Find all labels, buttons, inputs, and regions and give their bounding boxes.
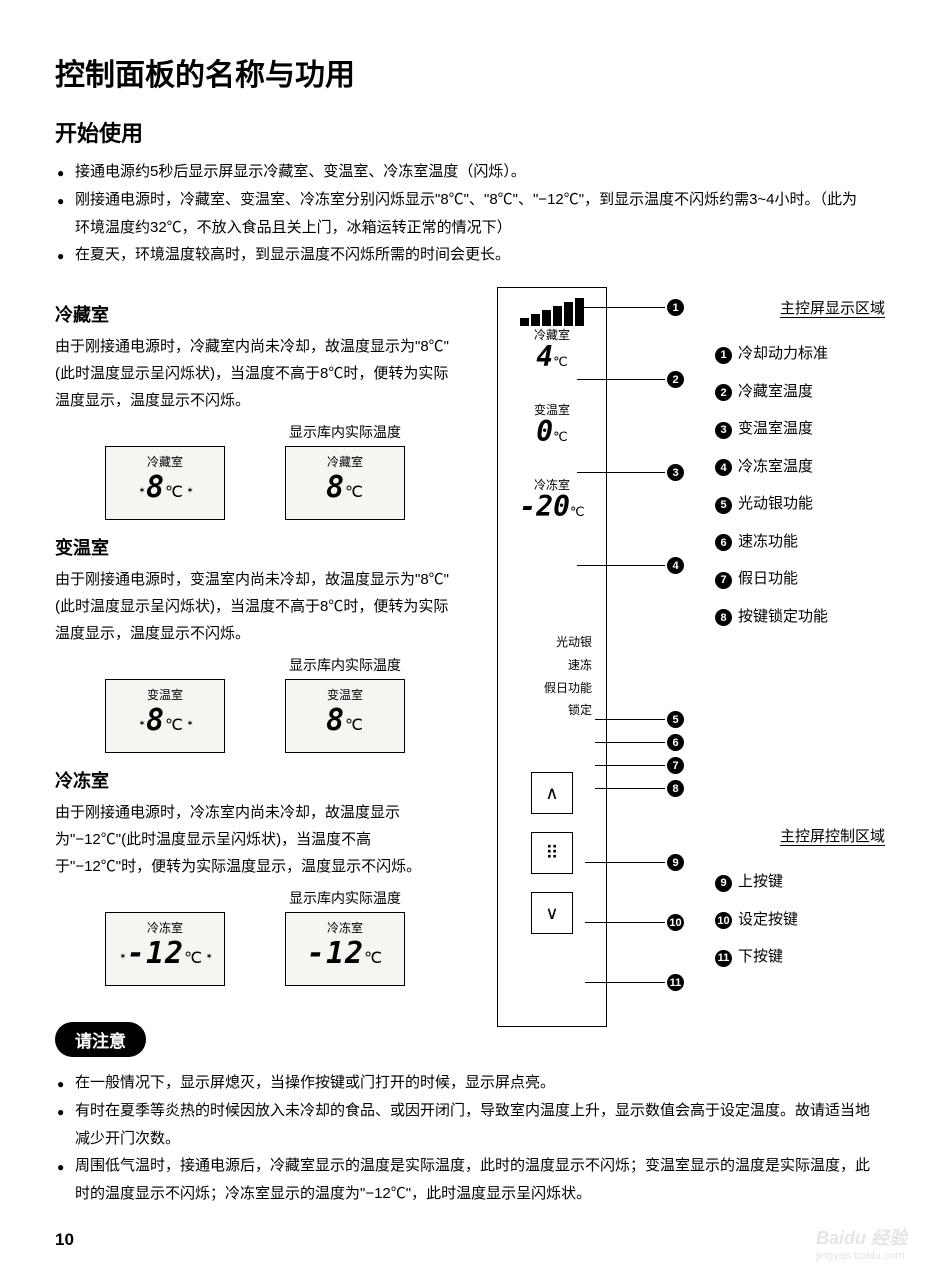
bullet: 在夏天，环境温度较高时，到显示温度不闪烁所需的时间会更长。 bbox=[55, 241, 872, 269]
bullet: 刚接通电源时，冷藏室、变温室、冷冻室分别闪烁显示"8℃"、"8℃"、"−12℃"… bbox=[55, 186, 872, 242]
panel-fn-label: 光动银 bbox=[498, 631, 606, 654]
bullet: 接通电源约5秒后显示屏显示冷藏室、变温室、冷冻室温度（闪烁）。 bbox=[55, 158, 872, 186]
temp-box-flash: 冷藏室 8℃ bbox=[105, 446, 225, 520]
temp-box-real: 冷冻室 -12℃ bbox=[285, 912, 405, 986]
panel-fridge-temp: 4℃ bbox=[498, 343, 606, 371]
start-bullets: 接通电源约5秒后显示屏显示冷藏室、变温室、冷冻室温度（闪烁）。 刚接通电源时，冷… bbox=[55, 158, 872, 269]
legend-display-list: 1冷却动力标准 2冷藏室温度 3变温室温度 4冷冻室温度 5光动银功能 6速冻功… bbox=[715, 334, 885, 634]
room-heading: 变温室 bbox=[55, 534, 455, 560]
temp-box-real: 冷藏室 8℃ bbox=[285, 446, 405, 520]
legend-display-header: 主控屏显示区域 bbox=[715, 297, 885, 318]
set-button-icon: ⠿ bbox=[531, 832, 573, 874]
cooling-power-bars-icon bbox=[498, 296, 606, 326]
panel-fn-label: 锁定 bbox=[498, 699, 606, 722]
real-temp-caption: 显示库内实际温度 bbox=[285, 655, 405, 675]
room-heading: 冷冻室 bbox=[55, 767, 455, 793]
page-number: 10 bbox=[55, 1230, 872, 1250]
room-desc: 由于刚接通电源时，冷藏室内尚未冷却，故温度显示为"8℃"(此时温度显示呈闪烁状)… bbox=[55, 333, 455, 414]
room-desc: 由于刚接通电源时，变温室内尚未冷却，故温度显示为"8℃"(此时温度显示呈闪烁状)… bbox=[55, 566, 455, 647]
down-button-icon: ∨ bbox=[531, 892, 573, 934]
control-panel-diagram: 冷藏室 4℃ 变温室 0℃ 冷冻室 -20℃ 光动银 速冻 假日功能 锁定 ∧ bbox=[497, 287, 607, 1027]
legend-ctrl-header: 主控屏控制区域 bbox=[715, 825, 885, 846]
temp-box-flash: 变温室 8℃ bbox=[105, 679, 225, 753]
up-button-icon: ∧ bbox=[531, 772, 573, 814]
bullet: 在一般情况下，显示屏熄灭，当操作按键或门打开的时候，显示屏点亮。 bbox=[55, 1069, 872, 1097]
page-title: 控制面板的名称与功用 bbox=[55, 50, 872, 94]
temp-box-real: 变温室 8℃ bbox=[285, 679, 405, 753]
panel-fn-label: 速冻 bbox=[498, 654, 606, 677]
bullet: 周围低气温时，接通电源后，冷藏室显示的温度是实际温度，此时的温度显示不闪烁；变温… bbox=[55, 1152, 872, 1208]
watermark: Baidu 经验 jingyan.baidu.com bbox=[816, 1224, 907, 1262]
temp-box-flash: 冷冻室 -12℃ bbox=[105, 912, 225, 986]
real-temp-caption: 显示库内实际温度 bbox=[285, 888, 405, 908]
room-heading: 冷藏室 bbox=[55, 301, 455, 327]
section-start: 开始使用 bbox=[55, 116, 872, 148]
panel-freezer-temp: -20℃ bbox=[498, 493, 606, 521]
real-temp-caption: 显示库内实际温度 bbox=[285, 422, 405, 442]
notice-badge: 请注意 bbox=[55, 1022, 146, 1057]
notice-bullets: 在一般情况下，显示屏熄灭，当操作按键或门打开的时候，显示屏点亮。 有时在夏季等炎… bbox=[55, 1069, 872, 1208]
bullet: 有时在夏季等炎热的时候因放入未冷却的食品、或因开闭门，导致室内温度上升，显示数值… bbox=[55, 1097, 872, 1153]
panel-var-temp: 0℃ bbox=[498, 418, 606, 446]
legend-ctrl-list: 9上按键 10设定按键 11下按键 bbox=[715, 862, 885, 975]
panel-fn-label: 假日功能 bbox=[498, 677, 606, 700]
room-desc: 由于刚接通电源时，冷冻室内尚未冷却，故温度显示为"−12℃"(此时温度显示呈闪烁… bbox=[55, 799, 455, 880]
